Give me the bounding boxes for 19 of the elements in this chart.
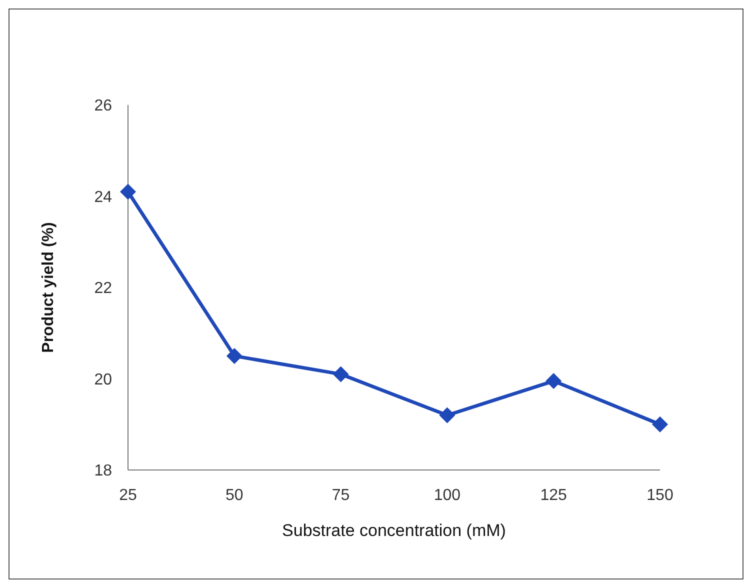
point — [546, 373, 562, 390]
point — [332, 366, 349, 382]
y-tick-label: 18 — [94, 462, 112, 480]
y-tick-label: 20 — [94, 371, 112, 388]
point — [439, 407, 456, 424]
x-tick-label: 25 — [119, 487, 137, 504]
x-tick-label: 100 — [434, 487, 461, 504]
y-tick-label: 24 — [94, 188, 112, 206]
point — [226, 348, 242, 364]
y-axis-title: Product yield (%) — [40, 222, 57, 353]
y-tick-label: 22 — [94, 280, 112, 298]
point — [120, 184, 136, 200]
y-tick-label: 26 — [94, 98, 112, 115]
point — [652, 416, 668, 432]
x-tick-label: 150 — [646, 487, 674, 504]
x-tick-label: 125 — [540, 487, 568, 504]
x-axis-title: Substrate concentration (mM) — [282, 521, 506, 540]
x-tick-label: 50 — [226, 487, 244, 504]
x-tick-label: 75 — [332, 487, 350, 504]
